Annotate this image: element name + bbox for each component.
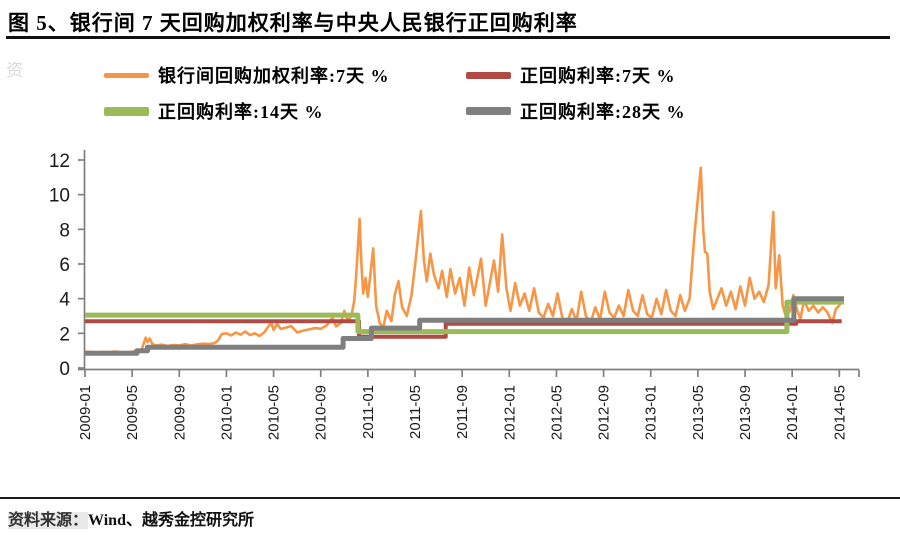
legend-swatch-red <box>466 71 511 79</box>
svg-text:2010-01: 2010-01 <box>218 385 235 440</box>
svg-text:2009-09: 2009-09 <box>171 385 188 440</box>
legend-item-repo-28d: 正回购利率:28天 % <box>466 99 686 123</box>
svg-text:4: 4 <box>59 290 70 311</box>
svg-text:2012-01: 2012-01 <box>501 385 518 440</box>
svg-text:2010-09: 2010-09 <box>313 385 330 440</box>
watermark-text: 资 <box>6 61 23 80</box>
svg-text:2: 2 <box>59 324 70 345</box>
svg-text:2010-05: 2010-05 <box>266 385 283 440</box>
legend-label: 正回购利率:7天 % <box>520 66 676 86</box>
legend-label: 银行间回购加权利率:7天 % <box>158 66 390 86</box>
svg-text:2013-01: 2013-01 <box>643 385 660 440</box>
svg-text:2013-09: 2013-09 <box>737 385 754 440</box>
svg-text:2014-05: 2014-05 <box>831 385 848 440</box>
svg-text:2012-09: 2012-09 <box>596 385 613 440</box>
source-note: 资料来源：Wind、越秀金控研究所 <box>8 506 254 530</box>
svg-text:2009-01: 2009-01 <box>77 385 94 440</box>
svg-text:2012-05: 2012-05 <box>548 385 565 440</box>
svg-text:0: 0 <box>59 359 70 380</box>
svg-text:2013-05: 2013-05 <box>690 385 707 440</box>
figure-title: 图 5、银行间 7 天回购加权利率与中央人民银行正回购利率 <box>8 11 578 35</box>
svg-text:2011-01: 2011-01 <box>360 385 377 439</box>
svg-text:2011-09: 2011-09 <box>454 385 471 439</box>
legend-item-repo-14d: 正回购利率:14天 % <box>104 99 466 123</box>
svg-text:6: 6 <box>59 255 70 276</box>
legend-label: 正回购利率:14天 % <box>158 102 324 122</box>
legend-swatch-gray <box>466 107 511 115</box>
svg-text:2011-05: 2011-05 <box>407 385 424 439</box>
svg-text:10: 10 <box>49 186 70 207</box>
legend-item-repo-7d: 正回购利率:7天 % <box>466 63 686 87</box>
svg-text:8: 8 <box>59 220 70 241</box>
legend-item-interbank-7d: 银行间回购加权利率:7天 % <box>104 63 466 87</box>
footer-divider <box>0 497 900 499</box>
title-divider <box>6 36 890 39</box>
source-label: 资料来源： <box>8 512 89 529</box>
svg-text:12: 12 <box>49 151 70 172</box>
chart-legend: 银行间回购加权利率:7天 % 正回购利率:7天 % 正回购利率:14天 % 正回… <box>104 63 686 123</box>
legend-label: 正回购利率:28天 % <box>520 102 686 122</box>
source-text: Wind、越秀金控研究所 <box>88 512 254 529</box>
svg-text:2014-01: 2014-01 <box>784 385 801 440</box>
legend-swatch-green <box>104 106 149 116</box>
legend-swatch-orange <box>104 72 149 78</box>
svg-text:2009-05: 2009-05 <box>124 385 141 440</box>
